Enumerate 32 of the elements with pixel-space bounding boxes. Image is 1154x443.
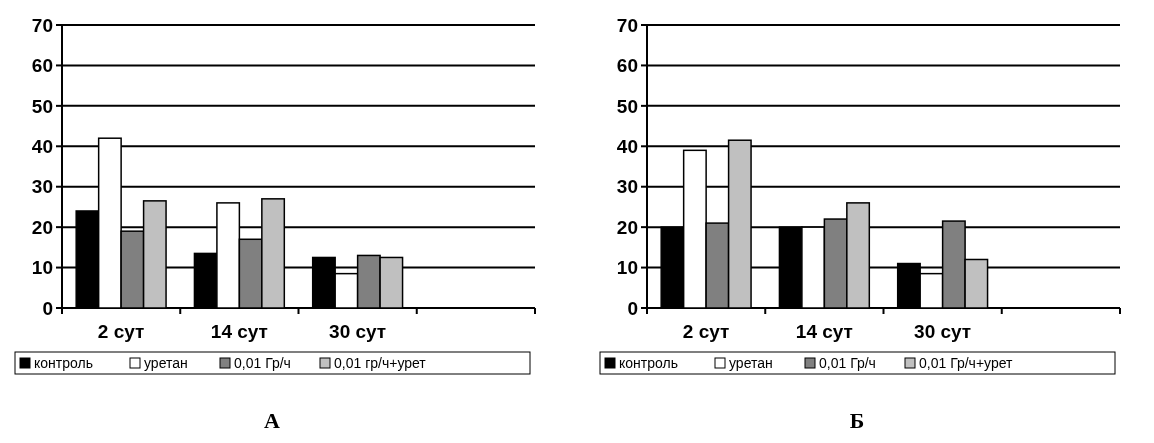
y-tick-label: 70 bbox=[31, 14, 53, 36]
text: Б bbox=[849, 408, 865, 433]
y-tick-label: 20 bbox=[616, 216, 638, 238]
y-tick-label: 40 bbox=[31, 135, 53, 157]
y-tick-label: 20 bbox=[31, 216, 53, 238]
y-tick-label: 10 bbox=[31, 257, 53, 279]
legend-label: уретан bbox=[729, 354, 773, 371]
y-tick-label: 50 bbox=[31, 95, 53, 117]
legend-label: контроль bbox=[34, 354, 93, 371]
y-tick-label: 30 bbox=[31, 176, 53, 198]
legend-label: контроль bbox=[619, 354, 678, 371]
y-tick-label: 50 bbox=[616, 95, 638, 117]
y-tick-label: 30 bbox=[616, 176, 638, 198]
x-tick-label: 2 сут bbox=[97, 321, 145, 342]
y-tick-label: 0 bbox=[42, 297, 53, 319]
y-tick-label: 60 bbox=[616, 55, 638, 77]
y-tick-label: 0 bbox=[627, 297, 638, 319]
legend-label: уретан bbox=[144, 354, 188, 371]
y-tick-label: 40 bbox=[616, 135, 638, 157]
x-tick-label: 30 сут bbox=[329, 321, 387, 342]
x-tick-label: 30 сут bbox=[914, 321, 972, 342]
legend-label: 0,01 Гр/ч bbox=[234, 354, 291, 371]
y-tick-label: 70 bbox=[616, 14, 638, 36]
y-tick-label: 10 bbox=[616, 257, 638, 279]
y-tick-label: 60 bbox=[31, 55, 53, 77]
x-tick-label: 14 сут bbox=[210, 321, 268, 342]
legend-label: 0,01 Гр/ч+урет bbox=[919, 354, 1014, 371]
legend-label: 0,01 гр/ч+урет bbox=[334, 354, 427, 371]
x-tick-label: 14 сут bbox=[795, 321, 853, 342]
text: А bbox=[264, 408, 281, 433]
legend-label: 0,01 Гр/ч bbox=[819, 354, 876, 371]
x-tick-label: 2 сут bbox=[682, 321, 730, 342]
